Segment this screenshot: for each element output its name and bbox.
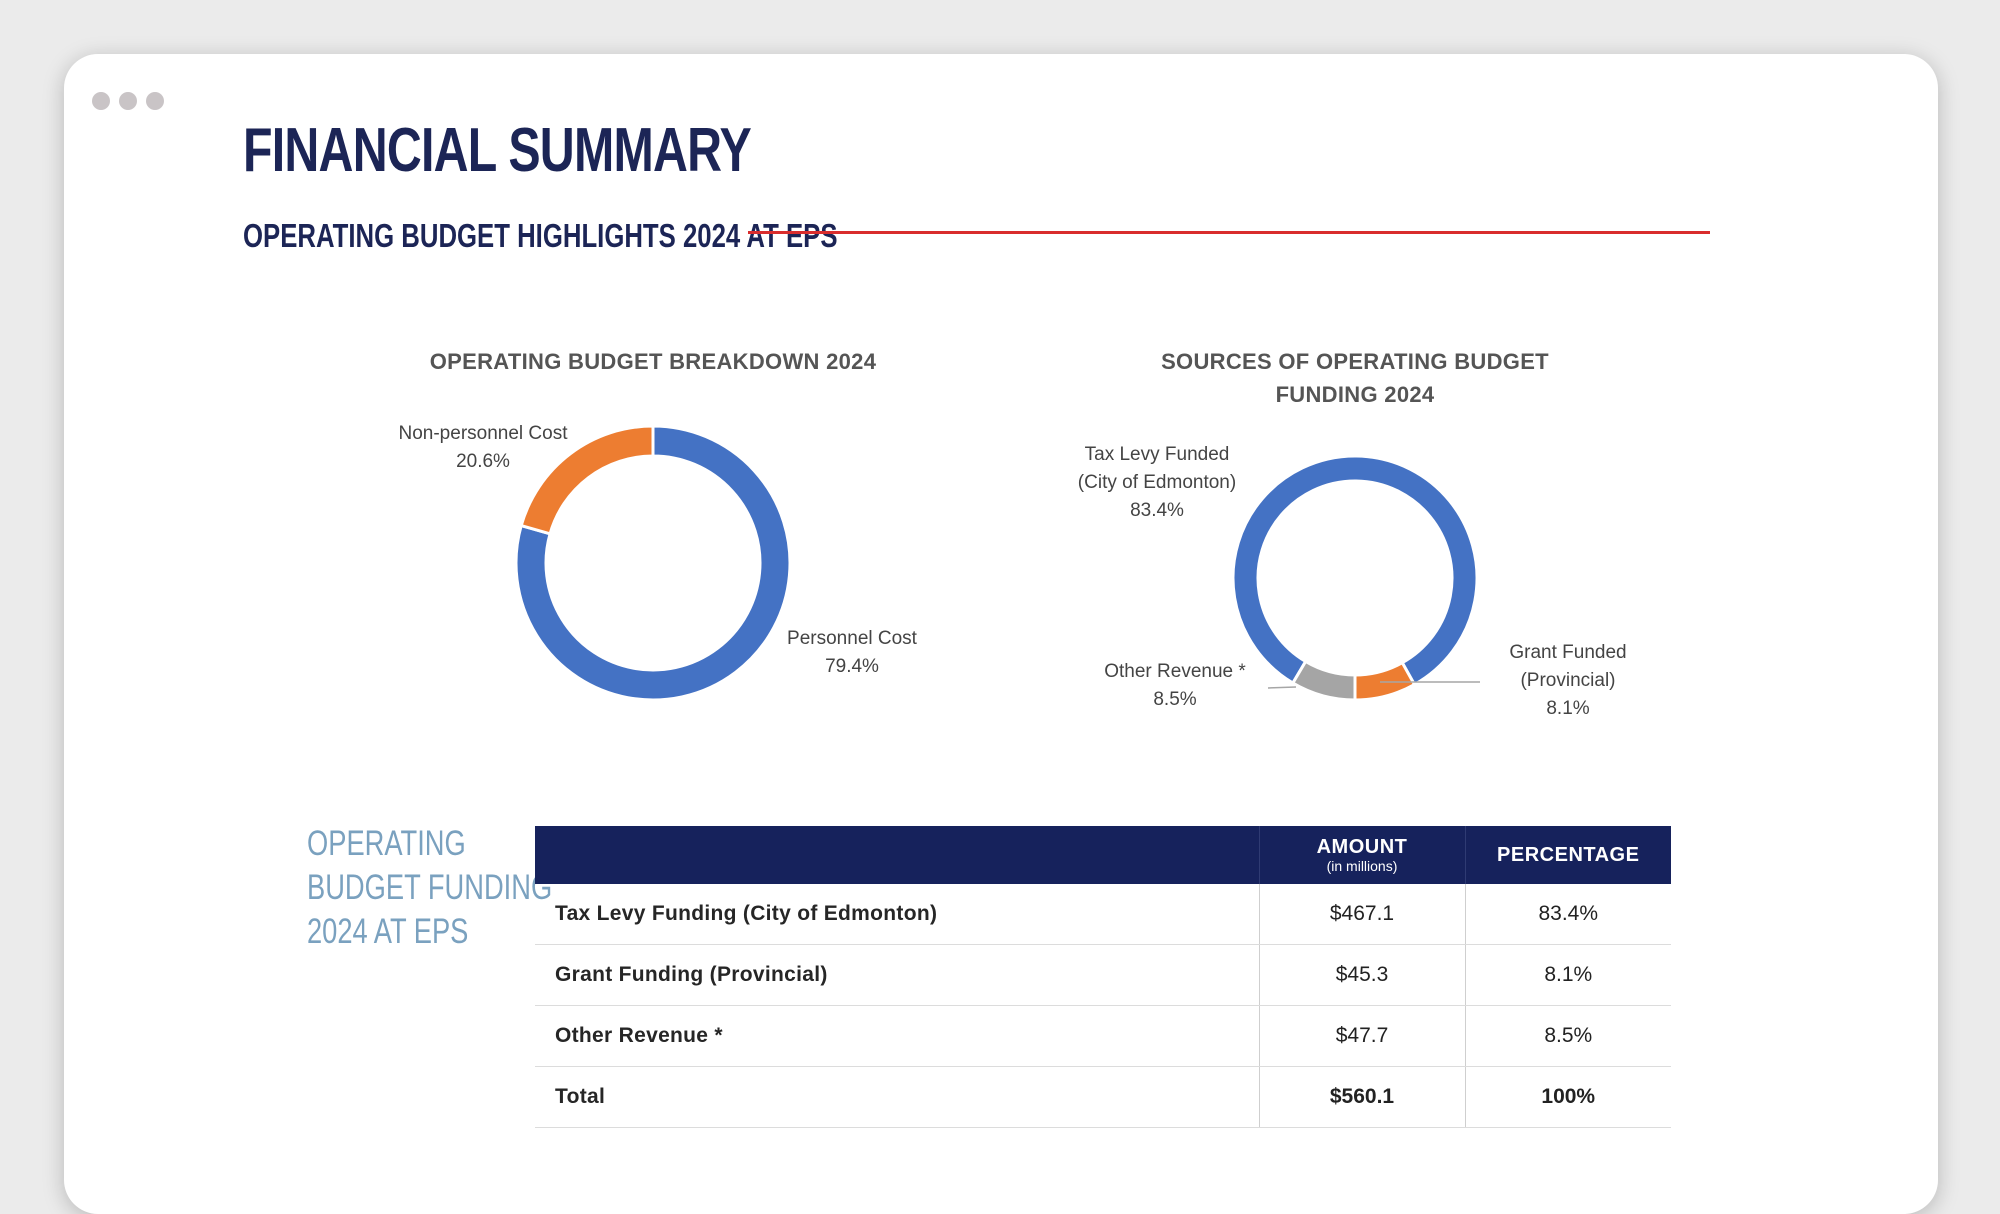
donut-chart-breakdown [514, 424, 792, 702]
donut-slice [1231, 454, 1479, 687]
header-amount-sublabel: (in millions) [1326, 858, 1398, 874]
section-divider [748, 231, 1710, 234]
chart-title-breakdown: OPERATING BUDGET BREAKDOWN 2024 [429, 349, 877, 374]
slice-label: Non-personnel Cost [398, 423, 568, 444]
row-label: Tax Levy Funding (City of Edmonton) [535, 884, 1259, 945]
window-dot-icon[interactable] [146, 92, 164, 110]
table-row: Tax Levy Funding (City of Edmonton) $467… [535, 884, 1671, 945]
header-amount: AMOUNT (in millions) [1258, 826, 1465, 884]
chart-label-grant: Grant Funded (Provincial) 8.1% [1480, 639, 1656, 723]
row-amount: $45.3 [1258, 944, 1465, 1006]
window-dot-icon[interactable] [119, 92, 137, 110]
chart-label-non-personnel: Non-personnel Cost 20.6% [370, 420, 596, 476]
page-title: FINANCIAL SUMMARY [243, 116, 752, 185]
row-percentage: 8.1% [1464, 944, 1671, 1006]
slice-value-label: 79.4% [825, 656, 879, 677]
side-label-line: OPERATING [307, 824, 466, 863]
total-amount: $560.1 [1258, 1066, 1465, 1128]
chart-label-personnel: Personnel Cost 79.4% [762, 625, 942, 681]
donut-charts [514, 424, 1480, 702]
funding-side-label: OPERATING BUDGET FUNDING 2024 AT EPS [307, 822, 553, 954]
header-amount-label: AMOUNT [1316, 836, 1408, 858]
chart-label-other-revenue: Other Revenue * 8.5% [1088, 658, 1262, 714]
slice-label: Grant Funded [1509, 642, 1627, 663]
side-label-line: 2024 AT EPS [307, 912, 469, 951]
slice-value-label: 20.6% [456, 451, 510, 472]
row-percentage: 83.4% [1464, 884, 1671, 945]
donut-slice [1290, 659, 1357, 702]
window-controls [92, 92, 164, 110]
total-label: Total [535, 1066, 1259, 1128]
donut-chart-sources [1231, 454, 1479, 702]
slice-label: (City of Edmonton) [1077, 472, 1237, 493]
table-row: Other Revenue * $47.7 8.5% [535, 1005, 1671, 1067]
row-amount: $467.1 [1258, 884, 1465, 945]
slice-label: Tax Levy Funded [1084, 444, 1230, 465]
header-empty-cell [535, 826, 1259, 884]
side-label-line: BUDGET FUNDING [307, 868, 553, 907]
row-percentage: 8.5% [1464, 1005, 1671, 1067]
table-header-row: AMOUNT (in millions) PERCENTAGE [535, 826, 1671, 884]
total-percentage: 100% [1464, 1066, 1671, 1128]
leader-line-other-revenue [1267, 686, 1297, 689]
slice-label: Personnel Cost [787, 628, 917, 649]
table-row: Grant Funding (Provincial) $45.3 8.1% [535, 944, 1671, 1006]
chart-label-tax-levy: Tax Levy Funded (City of Edmonton) 83.4% [1050, 441, 1264, 525]
slice-value-label: 8.1% [1546, 698, 1590, 719]
chart-title-line: FUNDING 2024 [1275, 382, 1435, 407]
row-label: Grant Funding (Provincial) [535, 944, 1259, 1006]
window-dot-icon[interactable] [92, 92, 110, 110]
chart-title-sources: SOURCES OF OPERATING BUDGET FUNDING 2024 [1107, 345, 1603, 411]
slice-value-label: 8.5% [1153, 689, 1197, 710]
donut-slice [514, 424, 792, 702]
header-percentage-label: PERCENTAGE [1497, 844, 1640, 866]
row-amount: $47.7 [1258, 1005, 1465, 1067]
header-percentage: PERCENTAGE [1464, 826, 1671, 884]
table-total-row: Total $560.1 100% [535, 1066, 1671, 1128]
section-heading: OPERATING BUDGET HIGHLIGHTS 2024 AT EPS [243, 217, 838, 254]
donut-slice [519, 424, 655, 536]
funding-table: AMOUNT (in millions) PERCENTAGE Tax Levy… [535, 826, 1671, 1128]
row-label: Other Revenue * [535, 1005, 1259, 1067]
chart-title-line: SOURCES OF OPERATING BUDGET [1161, 349, 1549, 374]
slice-label: (Provincial) [1520, 670, 1616, 691]
slice-value-label: 83.4% [1130, 500, 1184, 521]
slice-label: Other Revenue * [1104, 661, 1246, 682]
